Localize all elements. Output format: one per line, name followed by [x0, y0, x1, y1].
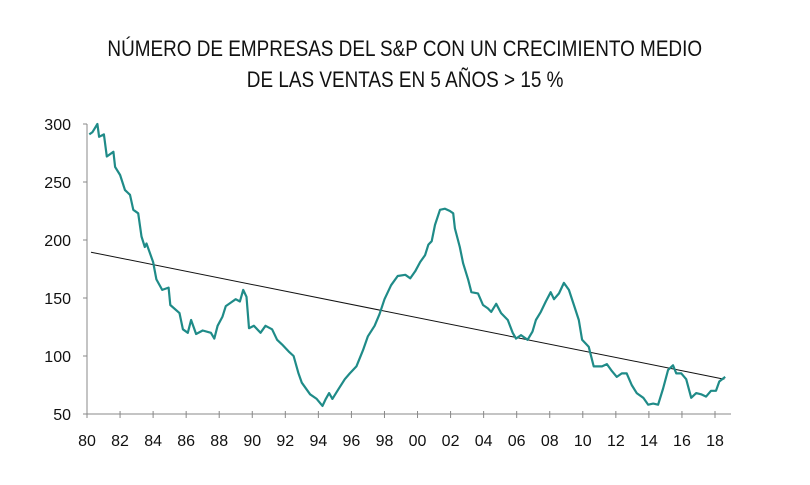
x-tick-label: 14: [640, 433, 658, 450]
x-tick-label: 16: [673, 433, 691, 450]
x-tick-label: 02: [442, 433, 460, 450]
x-tick-label: 00: [409, 433, 427, 450]
x-tick-label: 84: [144, 433, 162, 450]
x-tick-label: 82: [111, 433, 129, 450]
chart-title-line-2: DE LAS VENTAS EN 5 AÑOS > 15 %: [246, 67, 564, 92]
x-tick-label: 86: [177, 433, 195, 450]
plot-area: [88, 122, 726, 407]
y-tick-label: 250: [44, 175, 71, 192]
chart-title-line-1: NÚMERO DE EMPRESAS DEL S&P CON UN CRECIM…: [107, 36, 703, 61]
trend-line: [90, 251, 725, 380]
series-line: [88, 122, 726, 407]
x-tick-label: 92: [276, 433, 294, 450]
x-tick-label: 12: [607, 433, 625, 450]
y-tick-label: 300: [44, 117, 71, 134]
x-tick-label: 90: [243, 433, 261, 450]
x-tick-label: 06: [508, 433, 526, 450]
x-tick-label: 88: [210, 433, 228, 450]
x-tick-label: 08: [541, 433, 559, 450]
y-tick-label: 50: [53, 407, 71, 424]
x-tick-label: 98: [376, 433, 394, 450]
axes: 50 100 150 200 250 300 80 82 84 86 88 90 92 94 96 98 00 0…: [44, 117, 731, 450]
y-tick-label: 150: [44, 291, 71, 308]
x-tick-label: 96: [343, 433, 361, 450]
x-tick-label: 80: [78, 433, 96, 450]
x-tick-label: 94: [309, 433, 327, 450]
y-tick-label: 100: [44, 349, 71, 366]
chart-title: NÚMERO DE EMPRESAS DEL S&P CON UN CRECIM…: [0, 33, 810, 95]
x-tick-label: 10: [574, 433, 592, 450]
y-tick-label: 200: [44, 233, 71, 250]
x-tick-label: 04: [475, 433, 493, 450]
x-tick-label: 18: [706, 433, 724, 450]
